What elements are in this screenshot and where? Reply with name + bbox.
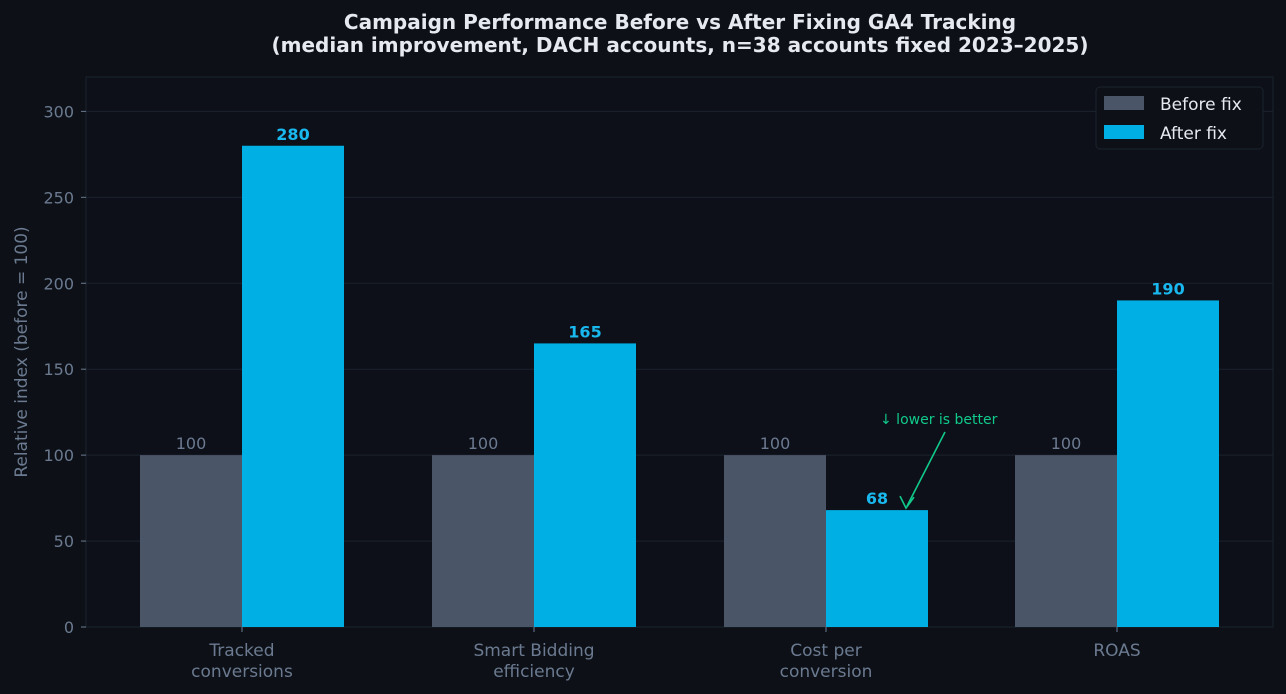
x-tick-label: conversion: [780, 662, 873, 682]
x-tick-label: Smart Bidding: [473, 641, 594, 661]
x-tick-label: conversions: [191, 662, 293, 682]
arrowhead-icon: [899, 495, 915, 510]
x-tick-label: ROAS: [1093, 641, 1140, 661]
y-tick-label: 100: [43, 446, 74, 465]
bar-before: [432, 455, 534, 627]
y-tick-label: 300: [43, 102, 74, 121]
data-label: 280: [276, 125, 309, 144]
legend-label: After fix: [1160, 124, 1227, 144]
y-axis-label: Relative index (before = 100): [12, 226, 32, 477]
data-label: 100: [1051, 434, 1082, 453]
bar-before: [724, 455, 826, 627]
bar-after: [826, 510, 928, 627]
data-label: 190: [1151, 279, 1184, 298]
bar-after: [1117, 300, 1219, 627]
annotation-text: ↓ lower is better: [880, 412, 998, 428]
x-tick-label: efficiency: [493, 662, 575, 682]
y-tick-label: 250: [43, 188, 74, 207]
data-label: 100: [468, 434, 499, 453]
annotation-arrow: [906, 431, 946, 507]
y-tick-label: 50: [54, 532, 74, 551]
y-tick-label: 0: [64, 618, 74, 637]
x-tick-label: Cost per: [790, 641, 861, 661]
legend-label: Before fix: [1160, 95, 1242, 115]
data-label: 100: [176, 434, 207, 453]
y-tick-label: 150: [43, 360, 74, 379]
chart-title: Campaign Performance Before vs After Fix…: [344, 10, 1016, 34]
legend-swatch: [1104, 96, 1144, 110]
x-tick-label: Tracked: [208, 641, 274, 661]
legend-swatch: [1104, 125, 1144, 139]
bar-before: [140, 455, 242, 627]
legend: Before fix After fix: [1095, 86, 1264, 150]
data-label: 68: [866, 489, 888, 508]
chart-subtitle: (median improvement, DACH accounts, n=38…: [272, 33, 1089, 57]
data-label: 100: [760, 434, 791, 453]
y-tick-label: 200: [43, 274, 74, 293]
bar-before: [1015, 455, 1117, 627]
data-label: 165: [568, 322, 601, 341]
bar-after: [534, 343, 636, 627]
bar-after: [242, 145, 344, 627]
